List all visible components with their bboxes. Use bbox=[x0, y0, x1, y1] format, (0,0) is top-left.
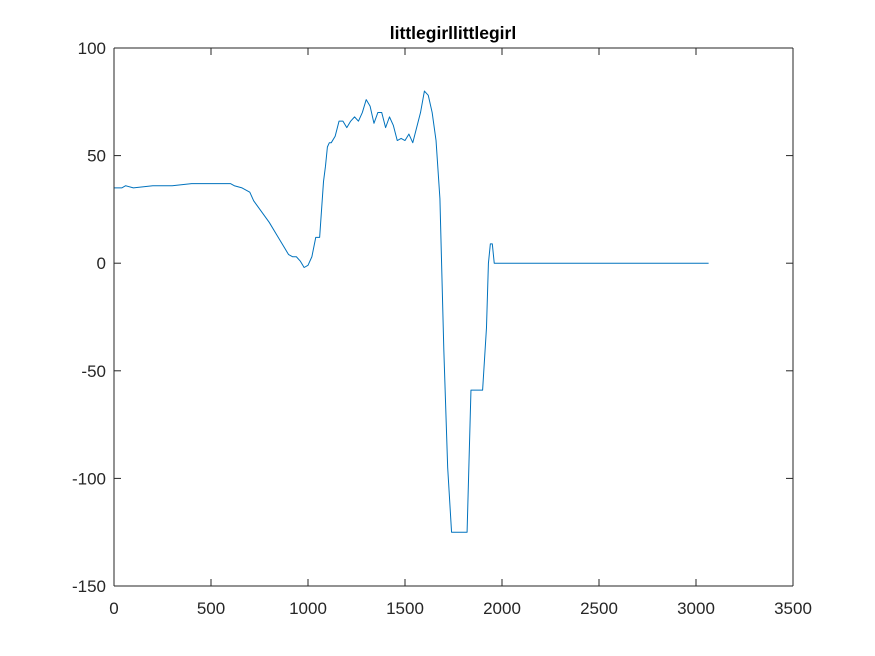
y-tick-label: -150 bbox=[72, 577, 106, 596]
y-tick-label: 100 bbox=[78, 39, 106, 58]
axes-frame bbox=[113, 47, 794, 587]
x-tick-label: 2000 bbox=[483, 599, 521, 618]
y-tick-label: 0 bbox=[97, 254, 106, 273]
x-tick-label: 2500 bbox=[580, 599, 618, 618]
y-tick-label: -50 bbox=[81, 362, 106, 381]
series-group bbox=[114, 90, 709, 533]
x-ticks: 0 500 1000 1500 2000 2500 3000 3500 bbox=[109, 48, 812, 618]
x-tick-label: 1500 bbox=[386, 599, 424, 618]
x-tick-label: 3500 bbox=[774, 599, 812, 618]
x-tick-label: 500 bbox=[197, 599, 225, 618]
x-tick-label: 1000 bbox=[289, 599, 327, 618]
y-tick-label: -100 bbox=[72, 469, 106, 488]
y-tick-label: 50 bbox=[87, 147, 106, 166]
x-tick-label: 0 bbox=[109, 599, 118, 618]
chart-title: littlegirllittlegirl bbox=[390, 23, 516, 43]
x-tick-label: 3000 bbox=[677, 599, 715, 618]
y-ticks: 100 50 0 -50 -100 -150 bbox=[72, 39, 793, 596]
series-line bbox=[114, 90, 709, 533]
plot-area bbox=[114, 48, 793, 586]
